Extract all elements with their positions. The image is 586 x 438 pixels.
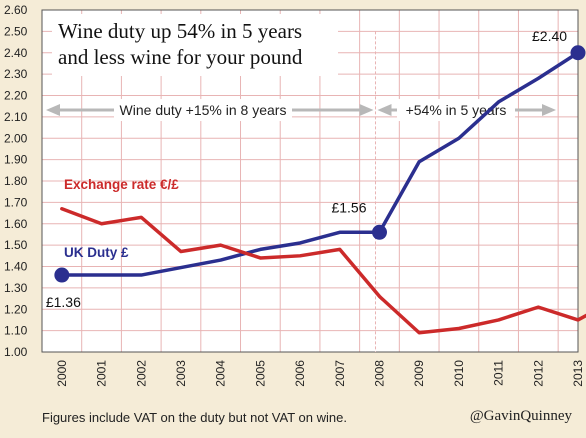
series-label-exchange-rate: Exchange rate €/£ — [64, 177, 179, 192]
wine-duty-chart: 1.00 1.10 1.20 1.30 1.40 1.50 1.60 1.70 1.80 1.90… — [4, 3, 586, 387]
x-tick-label: 2012 — [531, 360, 545, 387]
x-tick-label: 2005 — [253, 360, 267, 387]
x-tick-label: 2010 — [452, 360, 466, 387]
data-marker — [371, 224, 387, 240]
y-tick-label: 1.40 — [4, 260, 28, 274]
y-tick-label: 2.40 — [4, 46, 28, 60]
footnote: Figures include VAT on the duty but not … — [42, 410, 347, 425]
x-tick-label: 2003 — [174, 360, 188, 387]
x-tick-label: 2001 — [95, 360, 109, 387]
series-line-exchange-rate — [60, 207, 586, 335]
data-marker — [570, 45, 586, 61]
x-tick-label: 2009 — [412, 360, 426, 387]
data-label: £2.40 — [532, 28, 567, 44]
period2-label: +54% in 5 years — [406, 102, 507, 118]
plot-frame — [41, 9, 579, 353]
credit: @GavinQuinney — [469, 408, 572, 424]
data-label: £1.56 — [331, 199, 366, 215]
y-tick-label: 1.20 — [4, 302, 28, 316]
x-tick-label: 2011 — [492, 360, 506, 386]
chart-subtitle: and less wine for your pound — [58, 45, 303, 69]
y-tick-label: 2.50 — [4, 24, 28, 38]
series-label-uk-duty: UK Duty £ — [64, 245, 129, 260]
y-tick-label: 1.30 — [4, 281, 28, 295]
y-tick-label: 1.50 — [4, 238, 28, 252]
y-tick-label: 1.60 — [4, 217, 28, 231]
y-tick-label: 2.10 — [4, 110, 28, 124]
data-label: £1.36 — [46, 294, 81, 310]
y-tick-label: 2.20 — [4, 89, 28, 103]
chart-title: Wine duty up 54% in 5 years — [58, 19, 302, 43]
x-tick-label: 2004 — [214, 360, 228, 387]
y-tick-label: 1.80 — [4, 174, 28, 188]
period2-arrow-head-left — [377, 104, 392, 117]
y-tick-label: 1.10 — [4, 324, 28, 338]
x-tick-label: 2008 — [372, 360, 386, 387]
x-tick-label: 2013 — [571, 360, 585, 387]
x-tick-label: 2007 — [333, 360, 347, 387]
period2-arrow-head-right — [542, 104, 556, 117]
data-marker — [54, 267, 70, 283]
y-tick-label: 1.00 — [4, 345, 28, 359]
series-line-uk-duty — [60, 51, 580, 277]
x-tick-label: 2000 — [55, 360, 69, 387]
period1-label: Wine duty +15% in 8 years — [120, 102, 287, 118]
y-tick-label: 1.70 — [4, 195, 28, 209]
title-box — [52, 14, 338, 76]
y-tick-label: 2.30 — [4, 67, 28, 81]
period1-arrow-head-left — [46, 104, 60, 117]
y-tick-label: 2.00 — [4, 131, 28, 145]
y-tick-label: 2.60 — [4, 3, 28, 17]
y-tick-label: 1.90 — [4, 153, 28, 167]
period1-label-box — [114, 99, 292, 122]
x-tick-label: 2002 — [134, 360, 148, 387]
period1-arrow-head-right — [359, 104, 374, 117]
x-tick-label: 2006 — [293, 360, 307, 387]
